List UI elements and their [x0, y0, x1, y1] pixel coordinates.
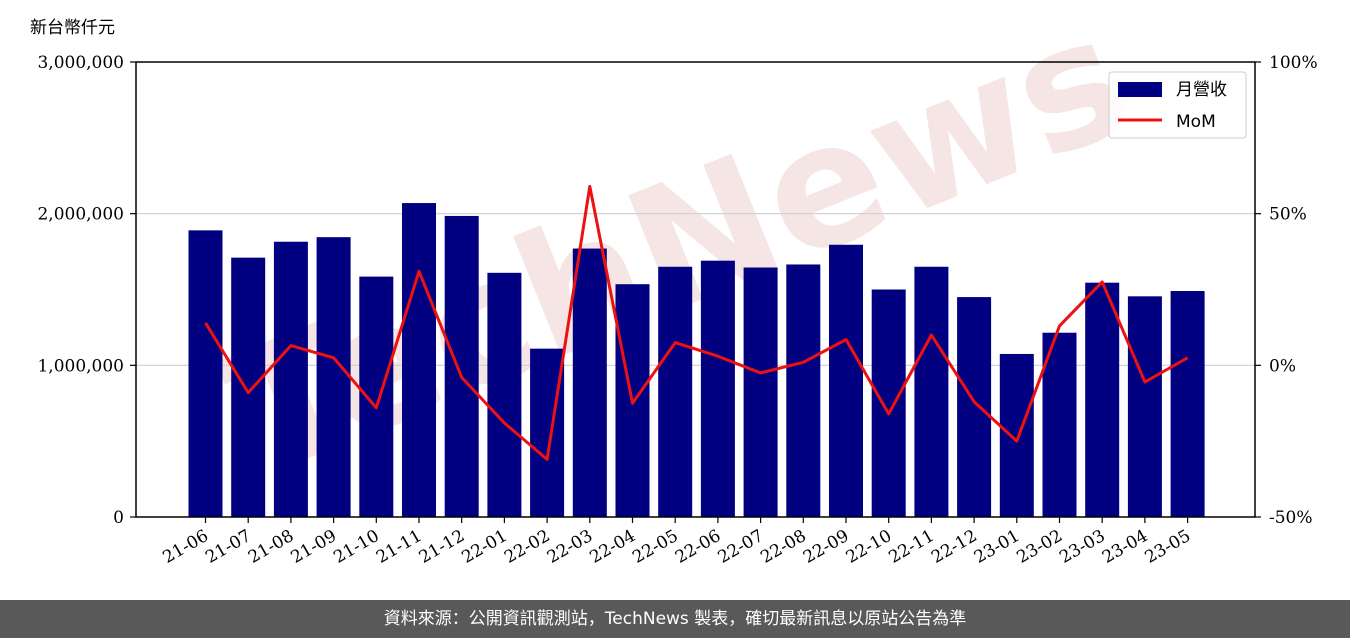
- x-tick-label: 22-02: [501, 526, 553, 568]
- y2-tick-label: 0%: [1269, 356, 1296, 376]
- bar: [273, 241, 308, 517]
- revenue-chart: TechNews 新台幣仟元 01,000,0002,000,0003,000,…: [30, 0, 1318, 568]
- x-tick-label: 21-11: [373, 526, 425, 568]
- x-tick-label: 22-12: [928, 526, 980, 568]
- y-axis-left: 0 1,000,000 2,000,000 3,000,000: [37, 53, 136, 528]
- x-tick-label: 22-09: [800, 526, 852, 568]
- bar: [1170, 291, 1205, 517]
- x-tick-label: 22-10: [843, 526, 895, 568]
- x-tick-label: 23-01: [971, 526, 1023, 568]
- y-tick-label: 3,000,000: [37, 53, 124, 73]
- bar: [1085, 282, 1120, 517]
- mom-line: [204, 184, 1189, 461]
- mom-series: [204, 184, 1189, 461]
- bar: [786, 264, 821, 517]
- x-tick-label: 22-04: [587, 526, 639, 568]
- bar: [999, 353, 1034, 517]
- bar: [444, 215, 479, 518]
- bar: [914, 266, 949, 517]
- bar: [1127, 296, 1162, 517]
- bar: [316, 237, 351, 518]
- x-tick-label: 21-09: [288, 526, 340, 568]
- bar: [188, 230, 223, 517]
- legend-label-bar: 月營收: [1176, 80, 1227, 100]
- bar-series: [188, 203, 1205, 518]
- y-tick-label: 1,000,000: [37, 356, 124, 376]
- bar: [871, 289, 906, 517]
- bar: [743, 267, 778, 517]
- x-tick-label: 22-08: [757, 526, 809, 568]
- x-tick-label: 23-04: [1099, 526, 1151, 568]
- bar: [1042, 332, 1077, 517]
- y-tick-label: 0: [113, 508, 124, 528]
- bar: [700, 260, 735, 517]
- x-tick-label: 23-05: [1142, 526, 1194, 568]
- footer-source-note: 資料來源：公開資訊觀測站，TechNews 製表，確切最新訊息以原站公告為準: [0, 600, 1350, 638]
- legend-swatch-bar: [1118, 82, 1162, 97]
- x-tick-label: 21-07: [202, 526, 254, 568]
- bar: [487, 272, 522, 517]
- bar: [957, 297, 992, 517]
- plot-frame: [135, 61, 1256, 518]
- bar: [402, 203, 436, 518]
- bar: [572, 248, 607, 518]
- x-tick-label: 21-12: [416, 526, 468, 568]
- x-tick-label: 22-03: [544, 526, 596, 568]
- y-axis-unit-label: 新台幣仟元: [30, 18, 115, 38]
- x-tick-label: 21-10: [330, 526, 382, 568]
- y-axis-right: -50% 0% 50% 100%: [1255, 53, 1318, 528]
- x-axis: 21-0621-0721-0821-0921-1021-1121-1222-01…: [160, 517, 1194, 568]
- x-tick-label: 23-03: [1056, 526, 1108, 568]
- y-tick-label: 2,000,000: [37, 205, 124, 225]
- x-tick-label: 22-06: [672, 526, 724, 568]
- bar: [231, 257, 266, 517]
- bar: [658, 266, 693, 517]
- bar: [359, 276, 394, 517]
- x-tick-label: 22-07: [715, 526, 767, 568]
- x-tick-label: 22-01: [458, 526, 510, 568]
- bar: [530, 348, 565, 517]
- y2-tick-label: 100%: [1269, 53, 1318, 73]
- x-tick-label: 21-08: [245, 526, 297, 568]
- x-tick-label: 22-05: [629, 526, 681, 568]
- bar: [829, 244, 863, 517]
- y2-tick-label: 50%: [1269, 205, 1307, 225]
- legend: 月營收 MoM: [1108, 71, 1247, 139]
- x-tick-label: 23-02: [1014, 526, 1066, 568]
- x-tick-label: 22-11: [885, 526, 937, 568]
- y2-tick-label: -50%: [1269, 508, 1313, 528]
- x-tick-label: 21-06: [160, 526, 212, 568]
- legend-label-line: MoM: [1176, 112, 1216, 132]
